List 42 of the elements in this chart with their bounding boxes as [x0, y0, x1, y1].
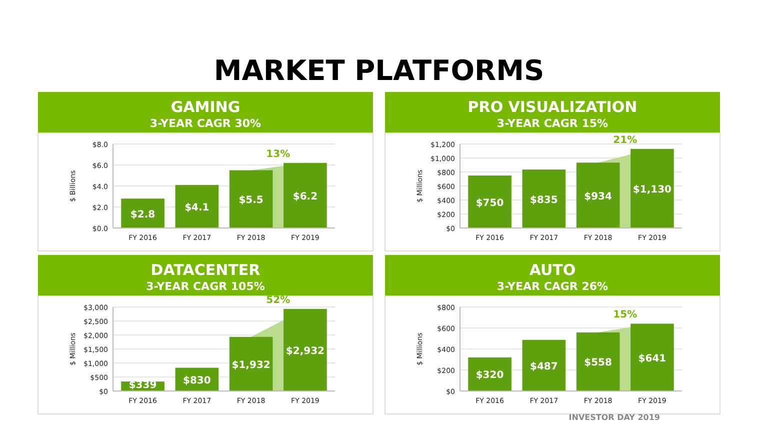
annotation: 21% — [613, 134, 638, 146]
data-label: $2,932 — [286, 346, 325, 357]
data-label: $6.2 — [292, 191, 318, 202]
chart-title: AUTO — [529, 261, 576, 279]
chart-subtitle: 3-YEAR CAGR 26% — [496, 280, 608, 293]
data-label: $1,932 — [232, 360, 270, 371]
chart-title: PRO VISUALIZATION — [468, 98, 638, 116]
text: INVESTOR DAY 2019 — [568, 413, 660, 422]
chart-subtitle: 3-YEAR CAGR 15% — [496, 117, 608, 130]
data-label: $641 — [638, 353, 666, 364]
annotation: 13% — [266, 148, 290, 160]
bar — [576, 162, 620, 228]
bar — [468, 176, 512, 228]
annotation: 52% — [266, 294, 290, 306]
data-label: $835 — [530, 194, 558, 206]
data-label: $487 — [530, 361, 558, 372]
bar — [284, 162, 327, 228]
bar — [630, 148, 674, 228]
data-label: $4.1 — [184, 202, 210, 214]
data-label: $750 — [476, 198, 504, 209]
bar — [229, 336, 273, 391]
bar — [229, 170, 273, 228]
data-label: $5.5 — [238, 195, 264, 206]
data-label: $1,130 — [632, 184, 672, 196]
chart-subtitle: 3-YEAR CAGR 30% — [150, 117, 262, 130]
data-label: $558 — [584, 358, 612, 369]
bar — [576, 332, 620, 391]
chart-subtitle: 3-YEAR CAGR 105% — [146, 280, 265, 293]
bar — [522, 170, 566, 228]
bar — [121, 198, 164, 228]
bar — [630, 324, 674, 391]
data-label: $934 — [584, 191, 612, 202]
chart-title: GAMING — [170, 98, 240, 116]
annotation: 15% — [613, 310, 638, 321]
data-label: $830 — [183, 375, 211, 386]
data-label: $320 — [476, 370, 504, 382]
bar — [522, 340, 566, 391]
text: MARKET PLATFORMS — [214, 54, 544, 87]
chart-title: DATACENTER — [150, 261, 261, 279]
bar — [175, 184, 219, 228]
bar — [284, 308, 327, 391]
data-label: $2.8 — [130, 209, 156, 220]
